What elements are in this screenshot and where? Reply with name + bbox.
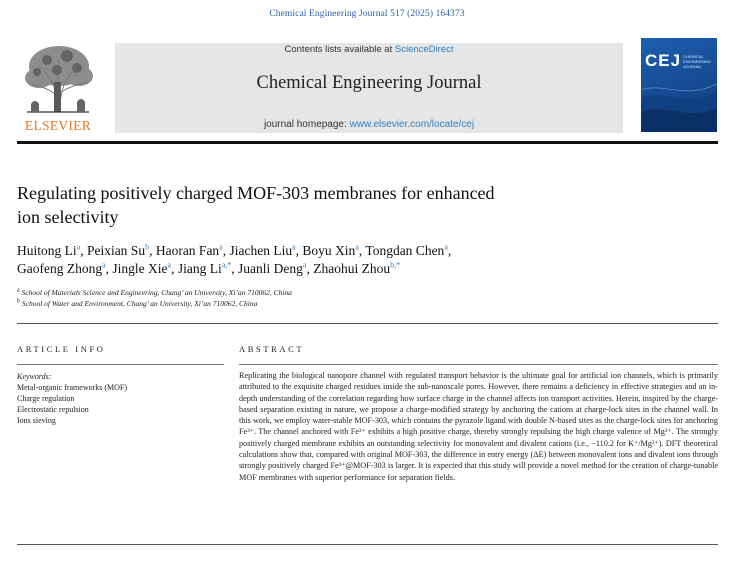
author-name[interactable]: Juanli Deng — [238, 261, 303, 276]
author-separator: , — [222, 243, 230, 258]
author-name[interactable]: Peixian Su — [86, 243, 146, 258]
cover-subtitle: CHEMICAL ENGINEERING JOURNAL — [683, 54, 712, 69]
author-affiliation-mark[interactable]: a — [102, 260, 106, 270]
author-name[interactable]: Haoran Fan — [155, 243, 220, 258]
header-divider — [17, 141, 718, 144]
keyword: Metal-organic frameworks (MOF) — [17, 383, 128, 392]
keyword: Ions sieving — [17, 416, 56, 425]
author-list: Huitong Lia, Peixian Sub, Haoran Fana, J… — [17, 242, 617, 278]
article-title[interactable]: Regulating positively charged MOF-303 me… — [17, 182, 577, 229]
author-separator: , — [358, 243, 366, 258]
author-separator: , — [80, 243, 87, 258]
title-line-1: Regulating positively charged MOF-303 me… — [17, 183, 495, 203]
author-name[interactable]: Huitong Li — [17, 243, 77, 258]
author-affiliation-mark[interactable]: a — [167, 260, 172, 270]
publisher-wordmark: ELSEVIER — [24, 118, 92, 133]
journal-homepage-link[interactable]: www.elsevier.com/locate/cej — [349, 119, 475, 130]
journal-header: ELSEVIER Contents lists available at Sci… — [17, 38, 717, 134]
author-separator: , — [149, 243, 156, 258]
author-separator: , — [447, 243, 452, 258]
contents-line: Contents lists available at ScienceDirec… — [115, 44, 623, 55]
affiliation-text: School of Water and Environment, Chang’ … — [21, 298, 258, 308]
homepage-prefix: journal homepage: — [263, 119, 350, 130]
author-affiliation-mark[interactable]: a — [76, 242, 81, 252]
author-affiliation-mark[interactable]: a — [302, 260, 307, 270]
publisher-logo[interactable]: ELSEVIER — [17, 38, 99, 134]
homepage-line: journal homepage: www.elsevier.com/locat… — [115, 119, 623, 130]
affiliation-text: School of Materials Science and Engineer… — [21, 288, 292, 297]
author-name[interactable]: Jiachen Liu — [229, 243, 293, 258]
author-affiliation-mark[interactable]: a — [444, 242, 448, 252]
abstract-body: Replicating the biological nanopore chan… — [239, 371, 718, 482]
bottom-divider — [17, 544, 718, 545]
journal-banner: Contents lists available at ScienceDirec… — [115, 43, 623, 133]
cover-art-icon — [641, 83, 717, 132]
keyword: Charge regulation — [17, 394, 75, 403]
keyword: Electrostatic repulsion — [17, 405, 89, 414]
author-affiliation-mark[interactable]: a — [219, 242, 223, 252]
affiliation-a: a School of Materials Science and Engine… — [17, 288, 617, 299]
author-separator: , — [171, 261, 178, 276]
author-separator: , — [306, 261, 314, 276]
journal-citation[interactable]: Chemical Engineering Journal 517 (2025) … — [269, 9, 465, 19]
author-name[interactable]: Tongdan Chen — [365, 243, 445, 258]
affiliation-b: b School of Water and Environment, Chang… — [17, 298, 617, 310]
journal-name: Chemical Engineering Journal — [256, 73, 482, 93]
section-divider — [17, 323, 718, 324]
author-slot: Huitong Lia, Peixian Sub, Haoran Fana, J… — [17, 243, 451, 276]
affiliation-list: a School of Materials Science and Engine… — [17, 288, 617, 309]
keywords-label: Keywords: — [17, 372, 52, 381]
affiliation-mark: b — [17, 298, 20, 304]
author-affiliation-mark[interactable]: a,* — [221, 260, 232, 270]
author-name[interactable]: Jingle Xie — [112, 261, 168, 276]
keywords-block: Keywords: Metal-organic frameworks (MOF)… — [17, 371, 222, 426]
author-name[interactable]: Jiang Li — [177, 261, 222, 276]
sciencedirect-link[interactable]: ScienceDirect — [394, 44, 454, 55]
author-separator: , — [105, 261, 113, 276]
affiliation-mark: a — [17, 287, 20, 294]
title-line-2: ion selectivity — [17, 206, 119, 227]
author-name[interactable]: Gaofeng Zhong — [17, 261, 103, 276]
author-separator: , — [231, 261, 239, 276]
author-separator: , — [295, 243, 303, 258]
author-affiliation-mark[interactable]: a — [292, 242, 296, 252]
abstract-divider — [239, 364, 718, 365]
author-affiliation-mark[interactable]: a — [355, 242, 359, 252]
author-name[interactable]: Zhaohui Zhou — [313, 261, 391, 276]
contents-prefix: Contents lists available at — [284, 44, 395, 55]
author-affiliation-mark[interactable]: b — [145, 242, 150, 252]
journal-cover-thumbnail[interactable]: CEJ CHEMICAL ENGINEERING JOURNAL — [641, 38, 717, 132]
article-info-heading: ARTICLE INFO — [17, 344, 106, 354]
article-info-divider — [17, 364, 224, 365]
abstract-heading: ABSTRACT — [239, 344, 305, 354]
author-name[interactable]: Boyu Xin — [302, 243, 356, 258]
elsevier-tree-logo-icon — [19, 42, 97, 114]
cover-acronym: CEJ — [645, 51, 682, 70]
author-affiliation-mark[interactable]: b,* — [390, 260, 401, 270]
